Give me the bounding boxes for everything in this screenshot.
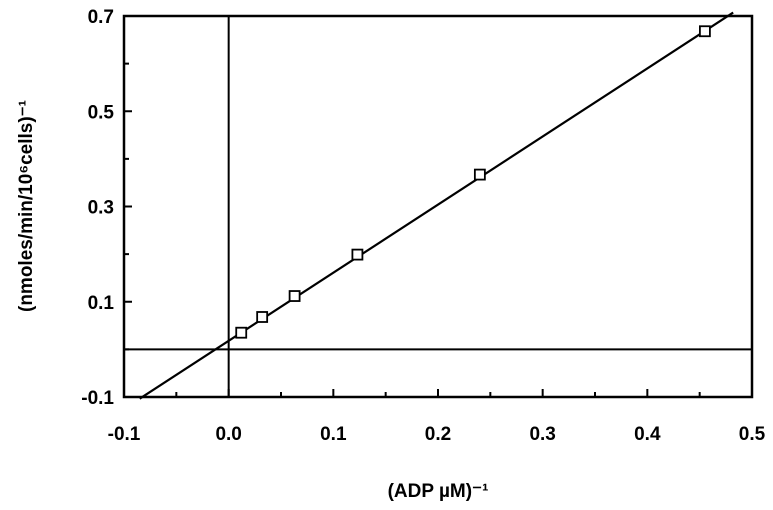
y-tick-label: 0.7 xyxy=(88,7,114,28)
data-point xyxy=(288,290,301,302)
y-tick-label: 0.1 xyxy=(88,293,115,314)
x-tick-label: 0.2 xyxy=(425,424,451,445)
y-tick-label: 0.5 xyxy=(88,102,115,123)
zero-reference-lines xyxy=(124,16,752,397)
data-point xyxy=(256,311,269,323)
y-axis-title: (nmoles/min/10⁶cells)⁻¹ xyxy=(16,100,37,312)
x-tick-label: 0.1 xyxy=(320,424,347,445)
x-tick-label: 0.4 xyxy=(634,424,661,445)
y-tick-label: -0.1 xyxy=(81,388,114,409)
x-tick-label: 0.0 xyxy=(215,424,241,445)
plot-frame xyxy=(122,14,754,399)
x-tick-labels: -0.1 0.0 0.1 0.2 0.3 0.4 0.5 xyxy=(108,424,766,445)
data-points xyxy=(235,25,711,339)
y-tick-label: 0.3 xyxy=(88,198,114,219)
x-axis-title: (ADP µM)⁻¹ xyxy=(388,481,489,502)
data-point xyxy=(699,25,711,38)
x-tick-label: -0.1 xyxy=(108,424,141,445)
axis-ticks xyxy=(123,15,753,398)
data-point xyxy=(235,326,248,339)
data-point xyxy=(473,168,486,181)
x-tick-label: 0.3 xyxy=(529,424,555,445)
data-point xyxy=(351,248,364,261)
y-tick-labels: -0.1 0.1 0.3 0.5 0.7 xyxy=(81,7,114,409)
x-tick-label: 0.5 xyxy=(739,424,766,445)
